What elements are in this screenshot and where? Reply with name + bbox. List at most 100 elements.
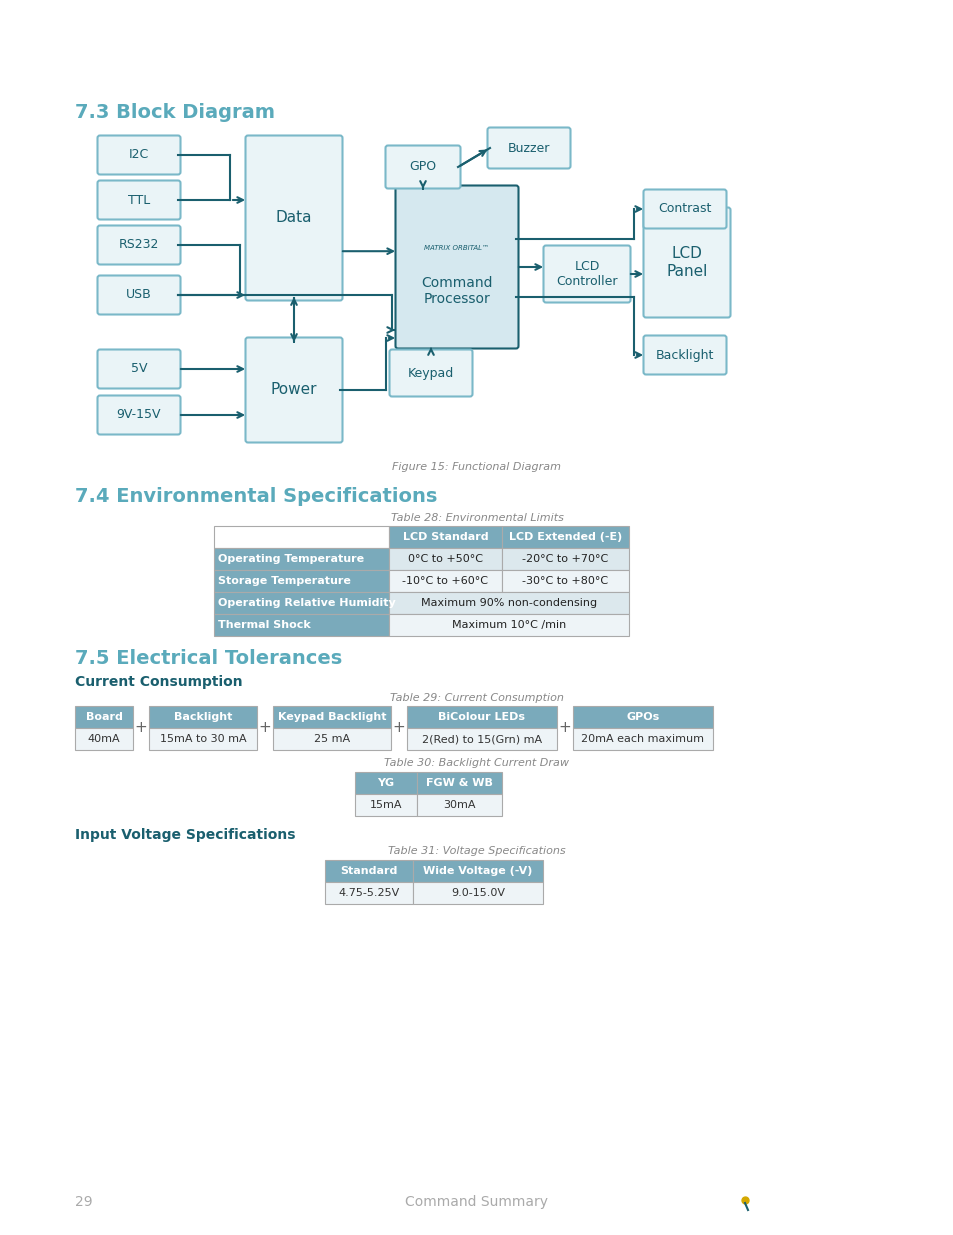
FancyBboxPatch shape xyxy=(97,180,180,220)
Bar xyxy=(355,772,416,794)
Text: 7.3 Block Diagram: 7.3 Block Diagram xyxy=(75,103,274,122)
Text: LCD
Controller: LCD Controller xyxy=(556,261,618,288)
Bar xyxy=(355,794,416,816)
Text: USB: USB xyxy=(126,289,152,301)
Text: GPOs: GPOs xyxy=(626,713,659,722)
FancyBboxPatch shape xyxy=(543,246,630,303)
Bar xyxy=(573,706,712,727)
Bar xyxy=(213,548,389,571)
FancyBboxPatch shape xyxy=(385,146,460,189)
Bar xyxy=(325,860,413,882)
Text: Input Voltage Specifications: Input Voltage Specifications xyxy=(75,827,295,842)
Text: 7.4 Environmental Specifications: 7.4 Environmental Specifications xyxy=(75,487,436,506)
Text: MATRIX ORBITAL™: MATRIX ORBITAL™ xyxy=(424,245,489,251)
Bar xyxy=(273,727,391,750)
FancyBboxPatch shape xyxy=(245,136,342,300)
Bar xyxy=(413,882,542,904)
Text: Buzzer: Buzzer xyxy=(507,142,550,154)
Bar xyxy=(213,526,389,548)
Text: 25 mA: 25 mA xyxy=(314,734,350,743)
Text: Command Summary: Command Summary xyxy=(405,1195,548,1209)
Text: BiColour LEDs: BiColour LEDs xyxy=(438,713,525,722)
Text: Current Consumption: Current Consumption xyxy=(75,676,242,689)
Text: LCD
Panel: LCD Panel xyxy=(665,246,707,279)
Text: +: + xyxy=(558,720,571,736)
Bar xyxy=(213,592,389,614)
Text: Thermal Shock: Thermal Shock xyxy=(218,620,311,630)
Text: Data: Data xyxy=(275,210,312,226)
Text: Backlight: Backlight xyxy=(655,348,714,362)
Text: 40mA: 40mA xyxy=(88,734,120,743)
Text: -10°C to +60°C: -10°C to +60°C xyxy=(402,576,488,585)
Bar xyxy=(389,548,501,571)
Bar xyxy=(389,592,628,614)
Text: 29: 29 xyxy=(75,1195,92,1209)
Bar xyxy=(213,571,389,592)
FancyBboxPatch shape xyxy=(643,189,726,228)
Bar xyxy=(149,706,256,727)
FancyBboxPatch shape xyxy=(643,336,726,374)
Text: LCD Extended (-E): LCD Extended (-E) xyxy=(508,532,621,542)
Bar xyxy=(407,706,557,727)
Text: 30mA: 30mA xyxy=(443,800,476,810)
Bar xyxy=(325,882,413,904)
Bar xyxy=(416,772,501,794)
Bar xyxy=(149,727,256,750)
Text: -30°C to +80°C: -30°C to +80°C xyxy=(522,576,608,585)
Text: 15mA: 15mA xyxy=(370,800,402,810)
Bar xyxy=(407,727,557,750)
Text: Storage Temperature: Storage Temperature xyxy=(218,576,351,585)
Text: Table 28: Environmental Limits: Table 28: Environmental Limits xyxy=(390,513,563,522)
Text: 9V-15V: 9V-15V xyxy=(116,409,161,421)
Text: +: + xyxy=(393,720,405,736)
Bar xyxy=(389,526,501,548)
FancyBboxPatch shape xyxy=(487,127,570,168)
Text: FGW & WB: FGW & WB xyxy=(426,778,493,788)
Text: Command
Processor: Command Processor xyxy=(421,275,493,306)
Text: 15mA to 30 mA: 15mA to 30 mA xyxy=(159,734,246,743)
Bar xyxy=(389,614,628,636)
Bar xyxy=(501,571,628,592)
Bar xyxy=(213,614,389,636)
Bar xyxy=(501,526,628,548)
Text: Contrast: Contrast xyxy=(658,203,711,215)
Bar xyxy=(413,860,542,882)
FancyBboxPatch shape xyxy=(97,350,180,389)
Text: Wide Voltage (-V): Wide Voltage (-V) xyxy=(423,866,532,876)
FancyBboxPatch shape xyxy=(97,395,180,435)
Text: Table 30: Backlight Current Draw: Table 30: Backlight Current Draw xyxy=(384,758,569,768)
Text: RS232: RS232 xyxy=(119,238,159,252)
Text: Table 31: Voltage Specifications: Table 31: Voltage Specifications xyxy=(388,846,565,856)
Text: 7.5 Electrical Tolerances: 7.5 Electrical Tolerances xyxy=(75,650,342,668)
FancyBboxPatch shape xyxy=(97,275,180,315)
Text: Keypad Backlight: Keypad Backlight xyxy=(277,713,386,722)
Text: Maximum 10°C /min: Maximum 10°C /min xyxy=(452,620,565,630)
Text: 20mA each maximum: 20mA each maximum xyxy=(581,734,703,743)
Text: TTL: TTL xyxy=(128,194,150,206)
Text: -20°C to +70°C: -20°C to +70°C xyxy=(522,555,608,564)
FancyBboxPatch shape xyxy=(395,185,518,348)
Bar xyxy=(389,571,501,592)
Text: Table 29: Current Consumption: Table 29: Current Consumption xyxy=(390,693,563,703)
Text: 5V: 5V xyxy=(131,363,147,375)
Text: Standard: Standard xyxy=(340,866,397,876)
Text: Board: Board xyxy=(86,713,122,722)
Text: 4.75-5.25V: 4.75-5.25V xyxy=(338,888,399,898)
Text: GPO: GPO xyxy=(409,161,436,173)
Text: +: + xyxy=(134,720,147,736)
Bar xyxy=(416,794,501,816)
Text: Power: Power xyxy=(271,383,317,398)
FancyBboxPatch shape xyxy=(245,337,342,442)
Text: LCD Standard: LCD Standard xyxy=(402,532,488,542)
Bar xyxy=(75,727,132,750)
FancyBboxPatch shape xyxy=(97,226,180,264)
Text: YG: YG xyxy=(377,778,395,788)
Text: 2(Red) to 15(Grn) mA: 2(Red) to 15(Grn) mA xyxy=(421,734,541,743)
Text: Keypad: Keypad xyxy=(408,367,454,379)
Text: 0°C to +50°C: 0°C to +50°C xyxy=(408,555,482,564)
Text: Backlight: Backlight xyxy=(173,713,232,722)
Text: Operating Relative Humidity: Operating Relative Humidity xyxy=(218,598,395,608)
FancyBboxPatch shape xyxy=(389,350,472,396)
FancyBboxPatch shape xyxy=(97,136,180,174)
Text: +: + xyxy=(258,720,271,736)
